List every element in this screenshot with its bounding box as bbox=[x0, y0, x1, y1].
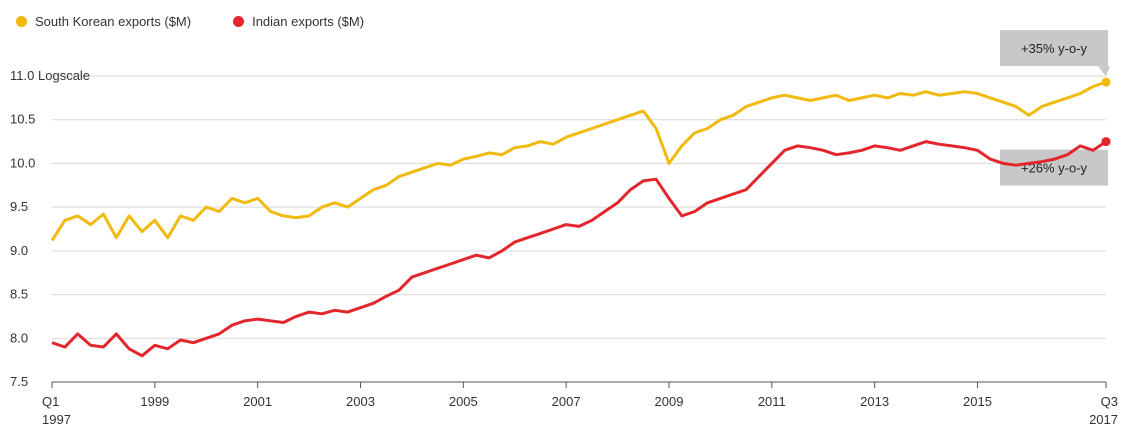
legend-item-india: Indian exports ($M) bbox=[233, 14, 364, 29]
x-tick-label: 2015 bbox=[963, 394, 992, 409]
annotation-box bbox=[1000, 30, 1108, 67]
legend-item-south-korea: South Korean exports ($M) bbox=[16, 14, 191, 29]
y-tick-label: 7.5 bbox=[10, 374, 28, 389]
series-line-south-korea bbox=[50, 80, 1107, 242]
series-line-india bbox=[51, 140, 1107, 358]
legend-label-south-korea: South Korean exports ($M) bbox=[35, 14, 192, 29]
x-tick-label: 2011 bbox=[758, 394, 786, 409]
chart-legend: South Korean exports ($M) Indian exports… bbox=[16, 14, 364, 29]
x-tick-label: 1999 bbox=[140, 394, 169, 409]
x-tick-label: 2003 bbox=[346, 394, 375, 409]
y-tick-label: 8.5 bbox=[10, 287, 28, 302]
x-tick-label: 2007 bbox=[552, 394, 581, 409]
annotation-pointer bbox=[1098, 66, 1110, 77]
x-tick-label: 2013 bbox=[860, 394, 889, 409]
x-tick-label: 2001 bbox=[243, 394, 272, 409]
x-tick-sublabel: 1997 bbox=[42, 412, 71, 427]
x-tick-label: 2005 bbox=[449, 394, 478, 409]
y-tick-label: 8.0 bbox=[10, 330, 28, 345]
legend-label-india: Indian exports ($M) bbox=[252, 14, 365, 29]
annotation-box bbox=[1000, 149, 1108, 186]
legend-swatch-south-korea bbox=[16, 16, 27, 27]
end-point-south-korea bbox=[1101, 77, 1111, 87]
y-tick-label: 9.0 bbox=[10, 243, 28, 258]
legend-swatch-india bbox=[233, 16, 245, 27]
y-tick-label: 11.0 bbox=[10, 68, 34, 83]
x-tick-sublabel: 2017 bbox=[1089, 412, 1118, 427]
x-tick-label: Q3 bbox=[1101, 394, 1118, 409]
end-point-india bbox=[1101, 137, 1111, 147]
annotation-label: +26% y-o-y bbox=[1021, 161, 1088, 176]
y-tick-label: 10.0 bbox=[10, 155, 35, 170]
scale-note: Logscale bbox=[38, 68, 90, 83]
x-tick-label: Q1 bbox=[42, 394, 59, 409]
y-tick-label: 10.5 bbox=[10, 112, 35, 127]
y-tick-label: 9.5 bbox=[10, 199, 28, 214]
x-tick-label: 2009 bbox=[655, 394, 684, 409]
annotation-label: +35% y-o-y bbox=[1021, 41, 1088, 56]
